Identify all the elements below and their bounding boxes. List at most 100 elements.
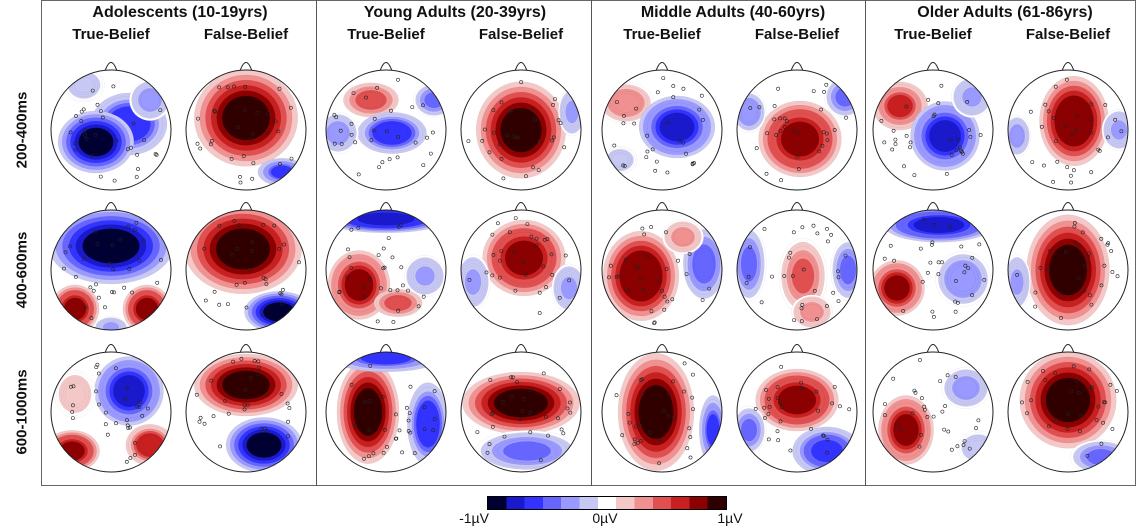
electrode-dot — [265, 131, 269, 136]
electrode-dot — [1075, 114, 1079, 119]
electrode-dot — [1083, 263, 1087, 268]
electrode-dot — [502, 434, 507, 439]
electrode-dot — [552, 135, 556, 140]
electrode-dot — [1089, 102, 1094, 107]
electrode-dot — [396, 135, 401, 139]
electrode-dot — [277, 86, 282, 91]
electrode-dot — [1077, 429, 1082, 434]
topomap-0-2 — [325, 62, 447, 191]
electrode-dot — [530, 108, 534, 112]
electrode-dot — [512, 249, 516, 254]
head-outline — [736, 351, 858, 473]
electrode-dot — [977, 242, 982, 247]
electrode-dot — [534, 243, 539, 248]
electrode-dot — [384, 129, 389, 134]
electrode-dot — [1103, 400, 1108, 405]
electrode-dot — [259, 427, 264, 431]
electrode-dot — [655, 90, 660, 95]
electrode-dot — [126, 426, 131, 430]
electrode-dot — [1054, 139, 1059, 144]
electrode-dot — [505, 133, 510, 138]
electrode-dot — [707, 286, 712, 291]
electrode-dot — [73, 274, 78, 279]
electrode-dot — [252, 358, 257, 363]
electrode-dot — [509, 375, 514, 380]
electrode-dot — [894, 422, 899, 427]
electrode-dot — [1033, 304, 1038, 309]
electrode-dot — [346, 247, 350, 252]
topomap-1-3 — [460, 202, 582, 331]
electrode-dot — [788, 448, 793, 453]
electrode-dot — [553, 97, 557, 102]
electrode-dot — [684, 151, 688, 156]
electrode-dot — [632, 121, 637, 126]
electrode-dot — [371, 451, 376, 456]
electrode-dot — [910, 411, 915, 416]
electrode-dot — [432, 389, 437, 394]
electrode-dot — [361, 284, 366, 289]
head-outline — [50, 69, 172, 191]
electrode-dot — [421, 294, 426, 299]
electrode-dot — [1113, 117, 1118, 122]
electrode-dot — [615, 100, 619, 105]
nose-marker — [926, 62, 940, 72]
electrode-dot — [62, 266, 66, 271]
topomap-1-6 — [872, 202, 994, 331]
electrode-dot — [1080, 230, 1085, 235]
electrode-dot — [96, 371, 101, 376]
electrode-dot — [490, 424, 495, 429]
electrode-dot — [821, 433, 826, 438]
electrode-dot — [565, 406, 570, 411]
electrode-dot — [562, 145, 567, 150]
electrode-dot — [665, 170, 670, 175]
electrode-dot — [913, 390, 918, 395]
head-outline — [1007, 69, 1129, 191]
electrode-dot — [824, 82, 829, 87]
electrode-dot — [367, 428, 372, 433]
electrode-dot — [103, 410, 108, 415]
electrode-dot — [197, 419, 202, 424]
electrode-dot — [1090, 385, 1095, 390]
electrode-dot — [480, 138, 485, 143]
electrode-dot — [634, 106, 639, 111]
topomap-2-3 — [460, 344, 582, 473]
electrode-dot — [670, 297, 675, 302]
topomap-2-6 — [872, 344, 994, 473]
nose-marker — [655, 202, 669, 212]
electrode-dot — [416, 304, 421, 309]
group-title-adolescents: Adolescents (10-19yrs) — [92, 4, 268, 21]
electrode-dot — [938, 379, 943, 384]
electrode-dot — [98, 174, 103, 179]
electrode-dot — [1065, 427, 1070, 431]
electrode-dot — [687, 426, 692, 431]
electrode-dot — [690, 161, 695, 166]
electrode-dot — [772, 117, 777, 122]
electrode-dot — [836, 269, 840, 274]
electrode-dot — [134, 175, 139, 179]
electrode-dot — [549, 252, 554, 257]
electrode-dot — [766, 412, 771, 417]
condition-label-older-true: True-Belief — [894, 26, 972, 43]
electrode-dot — [684, 272, 689, 277]
electrode-dot — [1087, 367, 1092, 372]
electrode-dot — [1070, 132, 1075, 137]
electrode-dot — [544, 415, 548, 419]
electrode-dot — [364, 95, 368, 100]
electrode-dot — [1069, 389, 1074, 394]
electrode-dot — [490, 273, 495, 278]
electrode-dot — [1076, 390, 1081, 395]
electrode-dot — [287, 406, 292, 410]
electrode-dot — [112, 290, 116, 295]
electrode-dot — [332, 141, 337, 146]
electrode-dot — [256, 372, 261, 376]
electrode-dot — [68, 244, 72, 249]
electrode-dot — [1020, 400, 1024, 405]
electrode-dot — [349, 132, 354, 137]
electrode-dot — [1079, 413, 1084, 418]
electrode-dot — [623, 257, 628, 262]
electrode-dot — [497, 258, 502, 263]
electrode-dot — [428, 151, 433, 156]
electrode-dot — [775, 396, 780, 401]
electrode-dot — [825, 226, 829, 231]
electrode-dot — [882, 140, 887, 145]
